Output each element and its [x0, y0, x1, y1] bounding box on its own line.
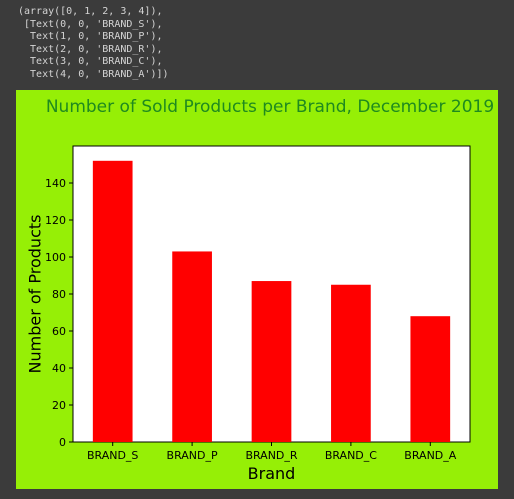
chart-title: Number of Sold Products per Brand, Decem… [46, 97, 494, 117]
bars-layer [92, 160, 451, 443]
output-line: Text(3, 0, 'BRAND_C'), [18, 56, 163, 68]
y-tick-label: 100 [45, 251, 66, 264]
x-tick-label: BRAND_P [167, 449, 218, 462]
x-tick-label: BRAND_R [245, 449, 297, 462]
y-tick-label: 20 [52, 399, 66, 412]
bar-brand-c [331, 284, 371, 442]
output-line: [Text(0, 0, 'BRAND_S'), [18, 18, 163, 30]
y-tick-label: 140 [45, 177, 66, 190]
y-tick-label: 80 [52, 288, 66, 301]
x-tick-label: BRAND_C [325, 449, 377, 462]
bar-brand-a [410, 316, 451, 442]
y-axis: 0 20 40 60 80 100 120 140 [45, 177, 73, 449]
y-tick-label: 120 [45, 214, 66, 227]
y-tick-label: 40 [52, 362, 66, 375]
bar-chart: Number of Sold Products per Brand, Decem… [26, 97, 495, 483]
bar-brand-p [172, 251, 212, 442]
x-axis-label: Brand [248, 464, 296, 483]
x-tick-label: BRAND_S [87, 449, 138, 462]
bar-brand-s [92, 160, 133, 443]
bar-brand-r [251, 281, 292, 442]
cell-output-text: (array([0, 1, 2, 3, 4]), [Text(0, 0, 'BR… [18, 6, 169, 82]
y-tick-label: 0 [59, 436, 66, 449]
output-line: (array([0, 1, 2, 3, 4]), [18, 6, 163, 17]
y-axis-label: Number of Products [26, 215, 45, 374]
y-tick-label: 60 [52, 325, 66, 338]
chart-figure: Number of Sold Products per Brand, Decem… [16, 90, 498, 489]
output-line: Text(4, 0, 'BRAND_A')]) [18, 68, 169, 80]
output-line: Text(1, 0, 'BRAND_P'), [18, 31, 163, 43]
output-line: Text(2, 0, 'BRAND_R'), [18, 43, 163, 55]
x-axis: BRAND_S BRAND_P BRAND_R BRAND_C BRAND_A [87, 442, 457, 462]
x-tick-label: BRAND_A [404, 449, 456, 462]
